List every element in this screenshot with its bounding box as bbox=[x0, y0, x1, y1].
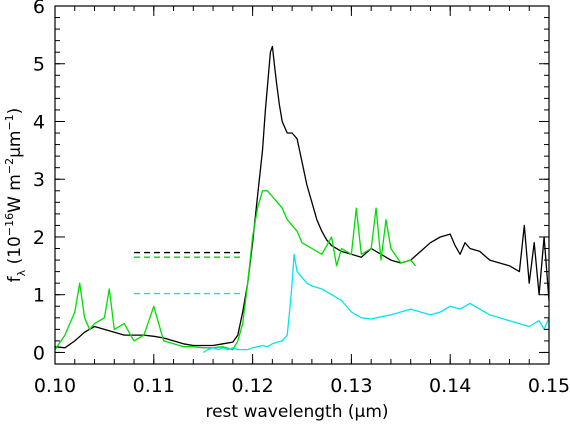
y-axis-title-part2: W m bbox=[5, 174, 25, 213]
y-axis-title-part3: μm bbox=[5, 131, 25, 158]
y-axis-title-f: f bbox=[5, 275, 25, 282]
x-tick-label: 0.11 bbox=[133, 375, 175, 397]
x-axis-title: rest wavelength (μm) bbox=[205, 402, 388, 422]
plot-frame bbox=[54, 5, 550, 365]
reference-lines-layer bbox=[134, 251, 243, 295]
x-tick-label: 0.13 bbox=[330, 375, 372, 397]
y-tick-label: 2 bbox=[33, 227, 45, 249]
series-line-2 bbox=[202, 253, 550, 354]
x-tick-label: 0.12 bbox=[231, 375, 273, 397]
y-tick-label: 1 bbox=[33, 285, 45, 307]
y-tick-label: 3 bbox=[33, 169, 45, 191]
y-axis-title-sup1: −16 bbox=[3, 213, 16, 236]
x-tick-label: 0.10 bbox=[34, 375, 76, 397]
y-tick-label: 6 bbox=[33, 0, 45, 18]
y-tick-label: 0 bbox=[33, 342, 45, 364]
series-line-0 bbox=[54, 45, 550, 349]
y-axis-title-sup3: −1 bbox=[3, 114, 16, 130]
y-axis-title-part1: (10 bbox=[5, 236, 25, 270]
x-tick-label: 0.14 bbox=[429, 375, 471, 397]
ticks-layer: 0.10 0.11 0.12 0.13 0.14 0.15 0 1 2 3 4 5 6 bbox=[33, 0, 570, 397]
y-tick-label: 4 bbox=[33, 111, 45, 133]
x-tick-label: 0.15 bbox=[528, 375, 570, 397]
y-axis-title-subscript: λ bbox=[15, 269, 28, 276]
y-axis-title-sup2: −2 bbox=[3, 158, 16, 174]
y-axis-title: fλ (10−16W m−2μm−1) bbox=[3, 108, 28, 283]
y-tick-label: 5 bbox=[33, 54, 45, 76]
series-line-1 bbox=[54, 190, 417, 351]
y-axis-title-close: ) bbox=[5, 108, 25, 115]
series-layer bbox=[54, 45, 550, 354]
